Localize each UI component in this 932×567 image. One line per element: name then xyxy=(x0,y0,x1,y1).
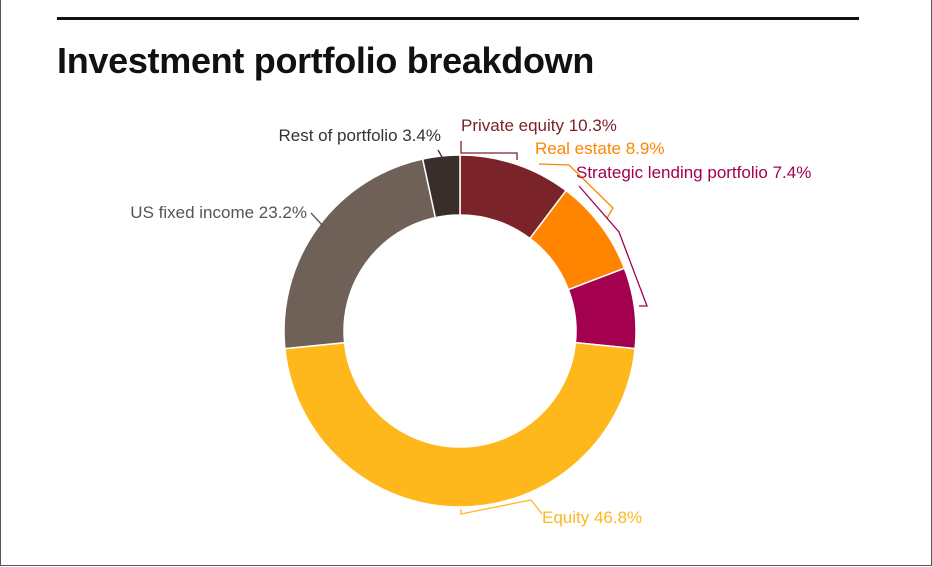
chart-title: Investment portfolio breakdown xyxy=(57,40,595,81)
slice-label-rest-of-portfolio: Rest of portfolio 3.4% xyxy=(278,126,441,145)
leader-line-strategic-lending-portfolio xyxy=(578,185,648,307)
slice-rest-of-portfolio xyxy=(421,154,461,219)
leader-line-real-estate xyxy=(538,163,614,219)
leader-line-equity xyxy=(460,499,543,515)
slices-layer xyxy=(283,154,637,508)
top-rule xyxy=(57,17,859,20)
slice-label-private-equity: Private equity 10.3% xyxy=(461,116,617,135)
leader-line-us-fixed-income xyxy=(310,212,324,227)
slice-equity xyxy=(284,341,636,508)
labels-layer: Private equity 10.3% Real estate 8.9% Stra… xyxy=(130,116,811,527)
leader-line-private-equity xyxy=(460,141,518,160)
slice-us-fixed-income xyxy=(283,158,437,350)
leaders-layer xyxy=(310,141,648,515)
slice-label-real-estate: Real estate 8.9% xyxy=(535,139,664,158)
slice-label-us-fixed-income: US fixed income 23.2% xyxy=(130,203,307,222)
slice-label-strategic-lending-portfolio: Strategic lending portfolio 7.4% xyxy=(576,163,811,182)
slice-label-equity: Equity 46.8% xyxy=(542,508,642,527)
leader-line-rest-of-portfolio xyxy=(437,149,443,158)
